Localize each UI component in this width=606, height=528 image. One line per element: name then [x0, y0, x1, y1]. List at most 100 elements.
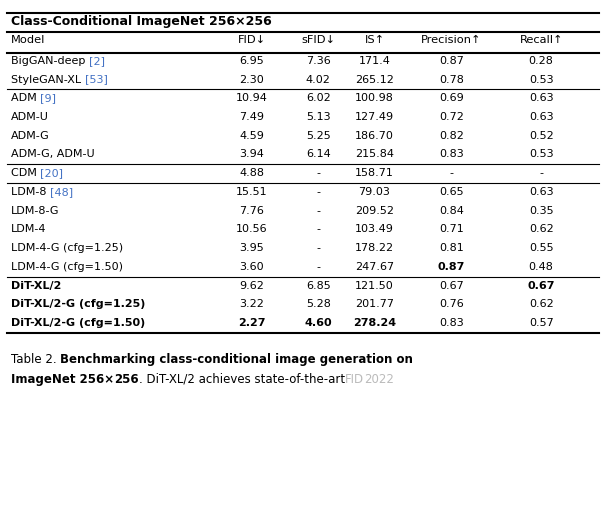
Text: 0.63: 0.63	[529, 187, 553, 197]
Text: 256: 256	[114, 373, 139, 385]
Text: Precision↑: Precision↑	[421, 35, 482, 45]
Text: . DiT-XL/2 achieves state-of-the-art: . DiT-XL/2 achieves state-of-the-art	[139, 373, 345, 385]
Text: 278.24: 278.24	[353, 318, 396, 328]
Text: [53]: [53]	[84, 74, 107, 84]
Text: -: -	[316, 243, 320, 253]
Text: LDM-8: LDM-8	[11, 187, 50, 197]
Text: 0.83: 0.83	[439, 318, 464, 328]
Text: 7.36: 7.36	[306, 56, 330, 66]
Text: Model: Model	[11, 35, 45, 45]
Text: 15.51: 15.51	[236, 187, 267, 197]
Text: 0.63: 0.63	[529, 93, 553, 103]
Text: 4.88: 4.88	[239, 168, 264, 178]
Text: 2.30: 2.30	[239, 74, 264, 84]
Text: 0.76: 0.76	[439, 299, 464, 309]
Text: 4.59: 4.59	[239, 131, 264, 141]
Text: 3.60: 3.60	[239, 262, 264, 272]
Text: DiT-XL/2-G (cfg=1.50): DiT-XL/2-G (cfg=1.50)	[11, 318, 145, 328]
Text: LDM-4-G (cfg=1.50): LDM-4-G (cfg=1.50)	[11, 262, 123, 272]
Text: 0.71: 0.71	[439, 224, 464, 234]
Text: 3.94: 3.94	[239, 149, 264, 159]
Text: 103.49: 103.49	[355, 224, 394, 234]
Text: 2022: 2022	[364, 373, 394, 385]
Text: 0.84: 0.84	[439, 206, 464, 216]
Text: Class-Conditional ImageNet 256×256: Class-Conditional ImageNet 256×256	[11, 15, 271, 29]
Text: 6.95: 6.95	[239, 56, 264, 66]
Text: 0.83: 0.83	[439, 149, 464, 159]
Text: 209.52: 209.52	[355, 206, 394, 216]
Text: -: -	[316, 224, 320, 234]
Text: 158.71: 158.71	[355, 168, 394, 178]
Text: 0.63: 0.63	[529, 112, 553, 122]
Text: 0.48: 0.48	[528, 262, 554, 272]
Text: [2]: [2]	[89, 56, 105, 66]
Text: 0.69: 0.69	[439, 93, 464, 103]
Text: -: -	[539, 168, 543, 178]
Text: 2.27: 2.27	[238, 318, 265, 328]
Text: ImageNet 256×: ImageNet 256×	[11, 373, 114, 385]
Text: 201.77: 201.77	[355, 299, 394, 309]
Text: 0.28: 0.28	[528, 56, 554, 66]
Text: 4.60: 4.60	[304, 318, 332, 328]
Text: 5.25: 5.25	[306, 131, 330, 141]
Text: Benchmarking class-conditional image generation on: Benchmarking class-conditional image gen…	[60, 353, 413, 366]
Text: 215.84: 215.84	[355, 149, 394, 159]
Text: -: -	[316, 206, 320, 216]
Text: 0.53: 0.53	[529, 74, 553, 84]
Text: BigGAN-deep: BigGAN-deep	[11, 56, 89, 66]
Text: 10.56: 10.56	[236, 224, 267, 234]
Text: 5.28: 5.28	[305, 299, 331, 309]
Text: ADM-U: ADM-U	[11, 112, 48, 122]
Text: 0.81: 0.81	[439, 243, 464, 253]
Text: 127.49: 127.49	[355, 112, 394, 122]
Text: ADM-G: ADM-G	[11, 131, 50, 141]
Text: 7.49: 7.49	[239, 112, 264, 122]
Text: -: -	[450, 168, 453, 178]
Text: 247.67: 247.67	[355, 262, 394, 272]
Text: DiT-XL/2-G (cfg=1.25): DiT-XL/2-G (cfg=1.25)	[11, 299, 145, 309]
Text: LDM-8-G: LDM-8-G	[11, 206, 59, 216]
Text: Recall↑: Recall↑	[519, 35, 563, 45]
Text: 0.55: 0.55	[529, 243, 553, 253]
Text: LDM-4: LDM-4	[11, 224, 47, 234]
Text: DiT-XL/2: DiT-XL/2	[11, 281, 61, 291]
Text: 0.67: 0.67	[439, 281, 464, 291]
Text: 0.67: 0.67	[527, 281, 555, 291]
Text: 0.78: 0.78	[439, 74, 464, 84]
Text: 0.72: 0.72	[439, 112, 464, 122]
Text: 0.87: 0.87	[439, 56, 464, 66]
Text: 178.22: 178.22	[355, 243, 394, 253]
Text: 0.62: 0.62	[529, 224, 553, 234]
Text: CDM: CDM	[11, 168, 40, 178]
Text: sFID↓: sFID↓	[301, 35, 335, 45]
Text: 0.35: 0.35	[529, 206, 553, 216]
Text: 9.62: 9.62	[239, 281, 264, 291]
Text: [20]: [20]	[40, 168, 63, 178]
Text: 121.50: 121.50	[355, 281, 394, 291]
Text: 7.76: 7.76	[239, 206, 264, 216]
Text: ADM-G, ADM-U: ADM-G, ADM-U	[11, 149, 95, 159]
Text: LDM-4-G (cfg=1.25): LDM-4-G (cfg=1.25)	[11, 243, 123, 253]
Text: 186.70: 186.70	[355, 131, 394, 141]
Text: 0.52: 0.52	[529, 131, 553, 141]
Text: StyleGAN-XL: StyleGAN-XL	[11, 74, 84, 84]
Text: 0.62: 0.62	[529, 299, 553, 309]
Text: 100.98: 100.98	[355, 93, 394, 103]
Text: 0.82: 0.82	[439, 131, 464, 141]
Text: 6.85: 6.85	[306, 281, 330, 291]
Text: 3.95: 3.95	[239, 243, 264, 253]
Text: 6.02: 6.02	[306, 93, 330, 103]
Text: 265.12: 265.12	[355, 74, 394, 84]
Text: 10.94: 10.94	[236, 93, 267, 103]
Text: ADM: ADM	[11, 93, 40, 103]
Text: -: -	[316, 262, 320, 272]
Text: FID: FID	[345, 373, 364, 385]
Text: IS↑: IS↑	[364, 35, 385, 45]
Text: 6.14: 6.14	[306, 149, 330, 159]
Text: 5.13: 5.13	[306, 112, 330, 122]
Text: [48]: [48]	[50, 187, 73, 197]
Text: [9]: [9]	[40, 93, 56, 103]
Text: 0.53: 0.53	[529, 149, 553, 159]
Text: -: -	[316, 168, 320, 178]
Text: FID↓: FID↓	[238, 35, 265, 45]
